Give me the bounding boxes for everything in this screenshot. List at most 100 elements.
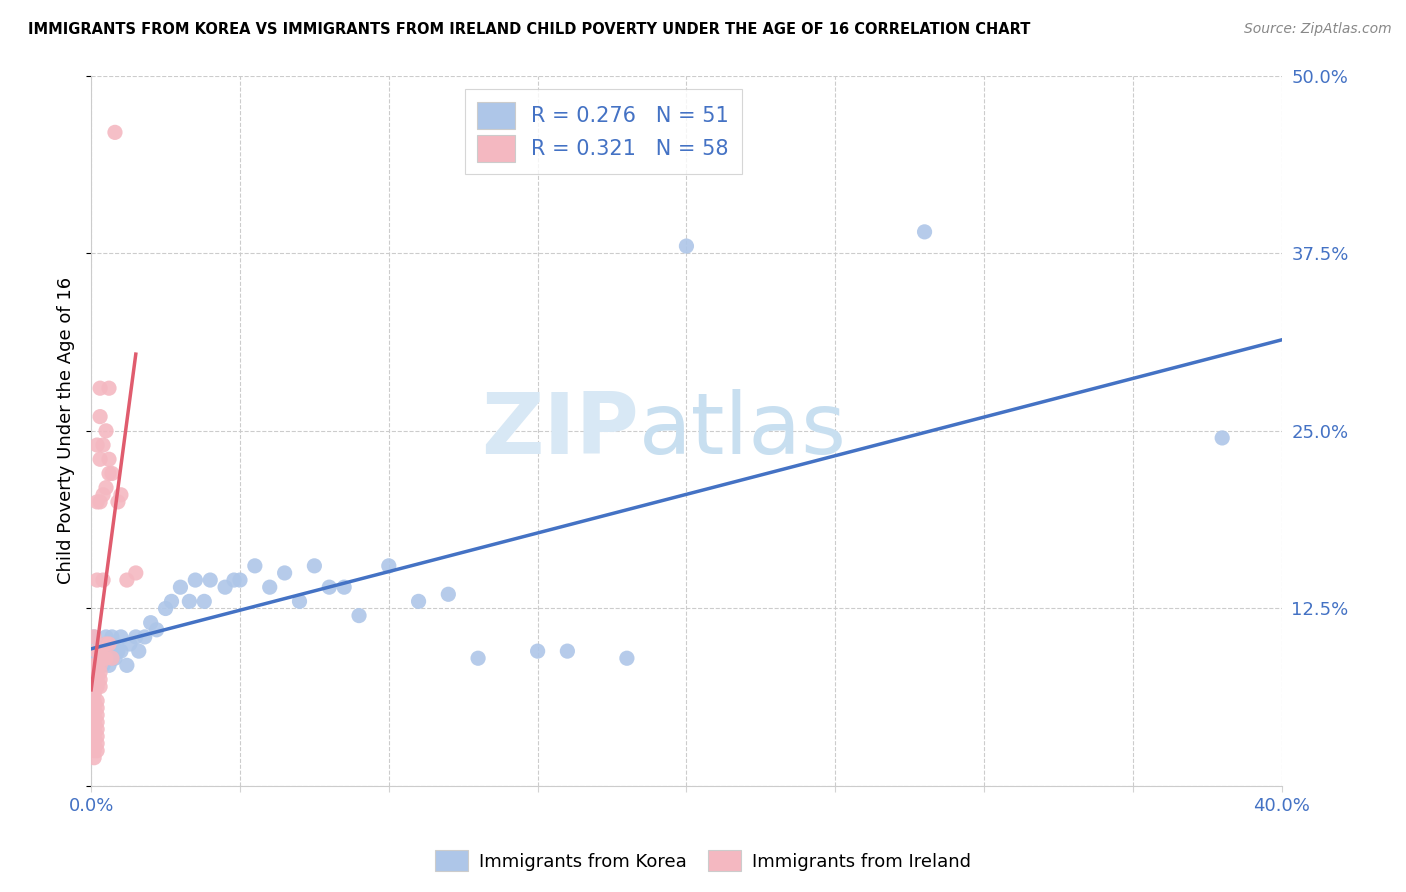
- Point: [110, 644, 132, 658]
- Point: [104, 651, 127, 665]
- Point: [83, 737, 105, 751]
- Point: [83, 715, 105, 730]
- Point: [89, 658, 111, 673]
- Point: [160, 594, 183, 608]
- Point: [214, 580, 236, 594]
- Point: [83, 630, 105, 644]
- Point: [333, 580, 356, 594]
- Point: [139, 615, 162, 630]
- Point: [86, 651, 108, 665]
- Point: [83, 730, 105, 744]
- Point: [91, 438, 114, 452]
- Point: [101, 467, 124, 481]
- Point: [179, 594, 201, 608]
- Point: [243, 558, 266, 573]
- Point: [98, 658, 121, 673]
- Point: [83, 723, 105, 737]
- Point: [128, 644, 150, 658]
- Point: [408, 594, 430, 608]
- Point: [110, 630, 132, 644]
- Point: [83, 658, 105, 673]
- Legend: R = 0.276   N = 51, R = 0.321   N = 58: R = 0.276 N = 51, R = 0.321 N = 58: [464, 89, 741, 174]
- Point: [98, 644, 121, 658]
- Point: [94, 630, 117, 644]
- Point: [89, 381, 111, 395]
- Point: [115, 658, 138, 673]
- Point: [437, 587, 460, 601]
- Point: [304, 558, 326, 573]
- Point: [347, 608, 370, 623]
- Point: [89, 673, 111, 687]
- Point: [101, 651, 124, 665]
- Point: [125, 630, 148, 644]
- Point: [89, 665, 111, 680]
- Point: [86, 644, 108, 658]
- Point: [94, 424, 117, 438]
- Point: [200, 573, 222, 587]
- Point: [89, 658, 111, 673]
- Point: [83, 673, 105, 687]
- Point: [914, 225, 936, 239]
- Point: [89, 637, 111, 651]
- Point: [91, 644, 114, 658]
- Point: [86, 495, 108, 509]
- Point: [89, 409, 111, 424]
- Point: [89, 680, 111, 694]
- Point: [94, 637, 117, 651]
- Point: [83, 694, 105, 708]
- Point: [86, 694, 108, 708]
- Point: [86, 737, 108, 751]
- Point: [155, 601, 177, 615]
- Point: [91, 651, 114, 665]
- Point: [229, 573, 252, 587]
- Point: [86, 673, 108, 687]
- Point: [91, 658, 114, 673]
- Point: [86, 680, 108, 694]
- Point: [101, 630, 124, 644]
- Point: [616, 651, 638, 665]
- Point: [86, 708, 108, 723]
- Point: [1211, 431, 1233, 445]
- Point: [98, 381, 121, 395]
- Point: [91, 488, 114, 502]
- Text: IMMIGRANTS FROM KOREA VS IMMIGRANTS FROM IRELAND CHILD POVERTY UNDER THE AGE OF : IMMIGRANTS FROM KOREA VS IMMIGRANTS FROM…: [28, 22, 1031, 37]
- Legend: Immigrants from Korea, Immigrants from Ireland: Immigrants from Korea, Immigrants from I…: [429, 843, 977, 879]
- Point: [86, 730, 108, 744]
- Point: [83, 743, 105, 757]
- Point: [89, 452, 111, 467]
- Point: [115, 573, 138, 587]
- Point: [101, 651, 124, 665]
- Point: [83, 750, 105, 764]
- Point: [107, 495, 129, 509]
- Point: [94, 651, 117, 665]
- Point: [467, 651, 489, 665]
- Point: [169, 580, 191, 594]
- Point: [107, 644, 129, 658]
- Point: [86, 715, 108, 730]
- Point: [125, 566, 148, 580]
- Point: [91, 573, 114, 587]
- Point: [193, 594, 215, 608]
- Point: [83, 630, 105, 644]
- Point: [557, 644, 579, 658]
- Point: [86, 573, 108, 587]
- Point: [110, 488, 132, 502]
- Point: [86, 658, 108, 673]
- Text: Source: ZipAtlas.com: Source: ZipAtlas.com: [1244, 22, 1392, 37]
- Point: [83, 708, 105, 723]
- Point: [378, 558, 401, 573]
- Text: atlas: atlas: [638, 389, 846, 473]
- Point: [273, 566, 295, 580]
- Point: [259, 580, 281, 594]
- Text: ZIP: ZIP: [481, 389, 638, 473]
- Point: [83, 701, 105, 715]
- Point: [83, 687, 105, 701]
- Point: [89, 644, 111, 658]
- Point: [288, 594, 311, 608]
- Point: [222, 573, 245, 587]
- Point: [98, 467, 121, 481]
- Point: [86, 723, 108, 737]
- Y-axis label: Child Poverty Under the Age of 16: Child Poverty Under the Age of 16: [58, 277, 75, 584]
- Point: [118, 637, 141, 651]
- Point: [675, 239, 697, 253]
